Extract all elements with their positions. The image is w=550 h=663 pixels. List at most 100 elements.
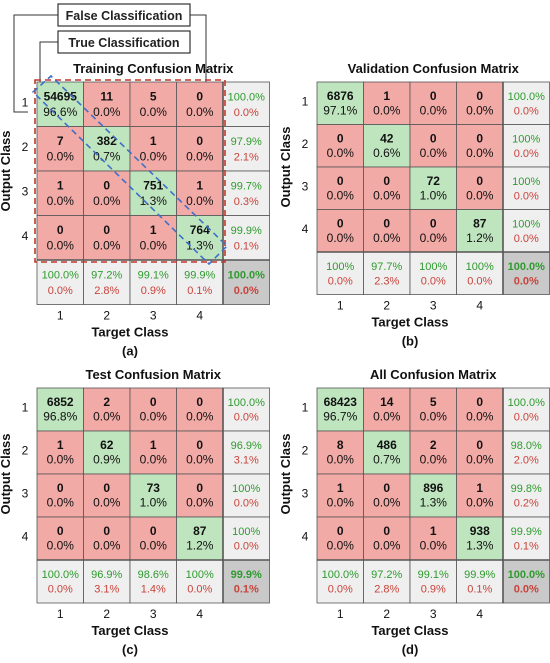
legend-annotation: False Classification True Classification [13,3,207,113]
cell-count: 87 [193,524,207,538]
x-tick-label: 3 [430,299,437,313]
cell-percent: 0.0% [186,194,214,208]
false-classification-label: False Classification [66,9,183,23]
cell-percent-wrong: 0.0% [234,498,259,510]
cell-percent-wrong: 0.0% [514,105,539,117]
y-tick-label: 2 [302,137,309,151]
y-tick-label: 2 [22,444,29,458]
cell-count: 5 [150,90,157,104]
matrix-cell [83,387,131,432]
cell-count: 751 [143,179,163,193]
overall-accuracy-cell [502,251,550,295]
x-tick-label: 1 [337,299,344,313]
cell-percent: 0.0% [327,188,355,202]
matrix-cell [363,166,411,210]
cell-percent-correct: 100.0% [508,569,546,581]
cell-percent-wrong: 0.0% [514,412,539,424]
matrix-cell [83,473,131,518]
panel-label: (b) [402,334,419,349]
cell-count: 87 [473,216,487,230]
cell-percent-correct: 99.7% [231,181,262,193]
matrix-cell [316,430,364,475]
x-tick-label: 4 [196,607,203,621]
cell-count: 0 [476,395,483,409]
y-tick-label: 4 [302,222,309,236]
y-tick-label: 3 [302,179,309,193]
cell-percent: 0.0% [373,188,401,202]
cell-count: 1 [337,481,344,495]
cell-percent: 0.0% [186,410,214,424]
cell-count: 1 [150,223,157,237]
x-tick-label: 2 [383,299,390,313]
cell-percent: 0.0% [47,453,75,467]
y-tick-label: 4 [302,530,309,544]
cell-percent: 0.0% [327,231,355,245]
matrix-cell [129,387,177,432]
cell-percent-correct: 100% [512,176,540,188]
cell-percent-correct: 100.0% [228,92,266,104]
matrix-cell [409,473,457,518]
cell-count: 0 [196,134,203,148]
cell-percent: 0.0% [466,146,494,160]
y-axis-label: Output Class [278,434,293,515]
y-axis-label: Output Class [0,434,13,515]
matrix-cell [129,215,177,261]
cell-percent-wrong: 3.1% [234,455,259,467]
matrix-cell [363,387,411,432]
cell-percent-correct: 96.9% [91,569,122,581]
cell-percent: 0.0% [186,453,214,467]
cell-percent: 0.0% [93,194,121,208]
cell-percent-wrong: 0.0% [187,584,212,596]
cell-percent: 1.2% [186,539,214,553]
cell-count: 0 [103,223,110,237]
cell-percent-correct: 100% [232,483,260,495]
row-summary-cell [502,387,550,432]
cell-count: 6876 [327,89,354,103]
cell-percent-wrong: 2.1% [234,151,259,163]
x-axis-label: Target Class [371,623,448,638]
matrix-cell [83,215,131,261]
x-tick-label: 4 [476,299,483,313]
cell-count: 0 [196,90,203,104]
matrix-cell [316,166,364,210]
cell-percent: 1.3% [140,194,168,208]
y-axis-label: Output Class [0,131,13,212]
cell-count: 2 [103,395,110,409]
x-tick-label: 3 [150,607,157,621]
cell-percent: 0.0% [186,105,214,119]
cell-count: 8 [337,438,344,452]
cell-percent: 1.3% [420,496,448,510]
cell-percent: 0.0% [47,238,75,252]
row-summary-cell [502,430,550,475]
column-summary-cell [363,251,411,295]
cell-percent-wrong: 0.0% [467,275,492,287]
matrix-cell [456,387,504,432]
true-connector [39,41,58,86]
cell-percent-wrong: 0.1% [234,584,259,596]
cell-percent: 0.9% [93,453,121,467]
cell-percent-correct: 100.0% [508,397,546,409]
panel-label: (c) [122,642,138,657]
row-summary-cell [502,516,550,561]
cell-percent-correct: 100% [326,261,354,273]
cell-percent: 0.0% [466,103,494,117]
matrix-title: Test Confusion Matrix [85,367,221,382]
cell-percent-correct: 100.0% [508,91,546,103]
column-summary-cell [409,251,457,295]
cell-percent: 0.0% [373,410,401,424]
matrix-cell [83,170,131,216]
row-summary-cell [222,126,270,172]
cell-percent: 0.0% [466,188,494,202]
cell-count: 0 [430,131,437,145]
cell-percent: 0.0% [47,149,75,163]
cell-percent: 1.3% [466,539,494,553]
cell-percent-wrong: 0.0% [514,584,539,596]
cell-percent: 0.0% [93,238,121,252]
cell-percent: 0.0% [420,410,448,424]
cell-percent-wrong: 0.1% [234,240,259,252]
matrix-cell [363,473,411,518]
cell-count: 0 [196,395,203,409]
cell-count: 73 [147,481,161,495]
cell-percent-correct: 100% [419,261,447,273]
cell-count: 0 [196,438,203,452]
